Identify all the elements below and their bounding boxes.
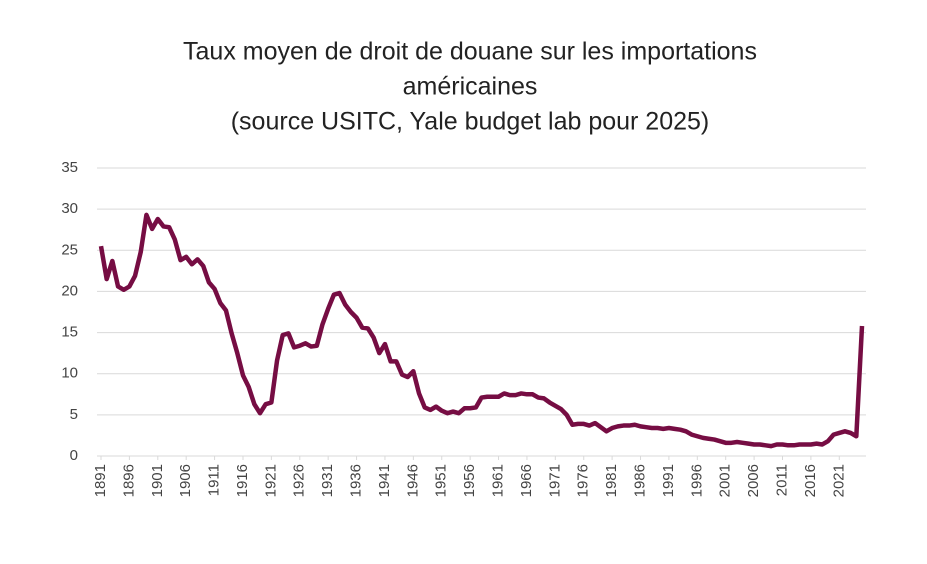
x-tick-label: 1901 — [149, 464, 166, 497]
x-tick-label: 1991 — [660, 464, 677, 497]
x-tick-label: 1946 — [404, 464, 421, 497]
x-tick-label: 1986 — [631, 464, 648, 497]
x-tick-label: 2016 — [802, 464, 819, 497]
chart-title: Taux moyen de droit de douane sur les im… — [183, 38, 757, 66]
chart-title: (source USITC, Yale budget lab pour 2025… — [231, 108, 710, 136]
x-tick-label: 1951 — [433, 464, 450, 497]
y-tick-label: 0 — [70, 447, 78, 464]
y-tick-label: 5 — [70, 406, 78, 423]
x-tick-label: 1936 — [348, 464, 365, 497]
x-tick-label: 1941 — [376, 464, 393, 497]
data-line — [98, 212, 865, 449]
x-tick-label: 1931 — [319, 464, 336, 497]
x-tick-label: 1916 — [234, 464, 251, 497]
x-tick-label: 1966 — [518, 464, 535, 497]
x-tick-label: 1956 — [461, 464, 478, 497]
y-tick-label: 10 — [61, 365, 78, 382]
x-tick-label: 1981 — [603, 464, 620, 497]
x-tick-label: 1976 — [575, 464, 592, 497]
y-tick-label: 35 — [61, 159, 78, 176]
y-tick-label: 15 — [61, 324, 78, 341]
x-tick-label: 1996 — [688, 464, 705, 497]
x-tick-label: 1891 — [92, 464, 109, 497]
x-tick-label: 2011 — [773, 464, 790, 496]
x-tick-label: 1921 — [262, 464, 279, 497]
x-tick-label: 1971 — [546, 464, 563, 497]
x-tick-label: 2021 — [830, 464, 847, 497]
x-tick-label: 1911 — [206, 464, 223, 496]
x-tick-label: 1896 — [120, 464, 137, 497]
y-tick-label: 25 — [61, 241, 78, 258]
y-tick-label: 20 — [61, 282, 78, 299]
chart-title: américaines — [403, 73, 538, 101]
x-tick-label: 2006 — [745, 464, 762, 497]
y-tick-label: 30 — [61, 200, 78, 217]
x-tick-label: 1926 — [291, 464, 308, 497]
x-tick-label: 1906 — [177, 464, 194, 497]
x-tick-label: 1961 — [490, 464, 507, 497]
x-tick-label: 2001 — [717, 464, 734, 497]
